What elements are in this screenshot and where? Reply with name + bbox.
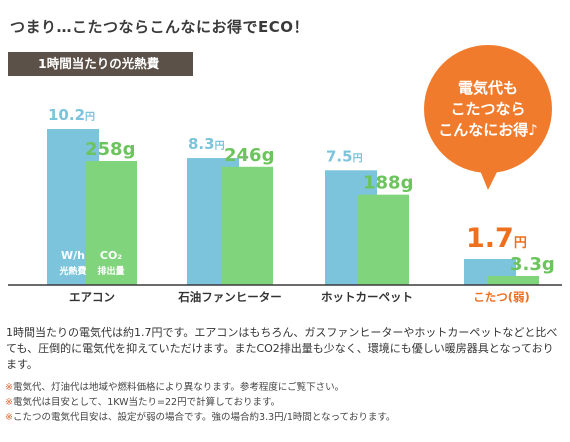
callout-balloon	[424, 45, 552, 173]
headline: つまり…こたつならこんなにお得でECO！	[10, 18, 310, 36]
co2-value-label: 3.3g	[510, 254, 555, 275]
co2-value-label: 246g	[224, 145, 274, 166]
callout-text: 電気代も	[458, 79, 518, 97]
note-item: ※こたつの電気代目安は、設定が弱の場合です。強の場合約3.3円/1時間となってお…	[5, 412, 396, 423]
note-item: ※電気代は目安として、1KW当たり=22円で計算しております。	[5, 397, 281, 408]
cost-bar-inner-sublabel: 光熱費	[58, 265, 86, 277]
co2-bar-inner-label: CO₂	[100, 249, 122, 262]
cost-value-label: 10.2円	[48, 106, 95, 124]
cost-value-label: 1.7円	[466, 223, 527, 254]
cost-value-label: 7.5円	[326, 147, 363, 165]
category-label: エアコン	[69, 290, 115, 304]
category-label: こたつ(弱)	[473, 290, 530, 304]
co2-bar	[487, 276, 539, 285]
chart-subtitle: 1時間当たりの光熱費	[8, 52, 194, 76]
callout-text: こたつなら	[450, 100, 525, 118]
co2-value-label: 258g	[85, 139, 135, 160]
notes-list: ※電気代、灯油代は地域や燃料価格により異なります。参考程度にご覧下さい。 ※電気…	[5, 380, 565, 425]
callout-text: こんなにお得♪	[438, 121, 538, 139]
category-label: ホットカーペット	[321, 290, 413, 304]
note-item: ※電気代、灯油代は地域や燃料価格により異なります。参考程度にご覧下さい。	[5, 382, 345, 393]
callout-pointer	[479, 168, 499, 190]
co2-bar-inner-sublabel: 排出量	[97, 265, 124, 277]
cost-bar-inner-label: W/h	[61, 249, 85, 262]
category-label: 石油ファンヒーター	[177, 290, 282, 304]
co2-value-label: 188g	[363, 173, 413, 194]
cost-value-label: 8.3円	[188, 135, 225, 153]
co2-bar	[85, 161, 137, 285]
co2-bar	[221, 166, 273, 285]
co2-bar	[357, 194, 409, 285]
description-text: 1時間当たりの電気代は約1.7円です。エアコンはもちろん、ガスファンヒーターやホ…	[6, 326, 558, 371]
